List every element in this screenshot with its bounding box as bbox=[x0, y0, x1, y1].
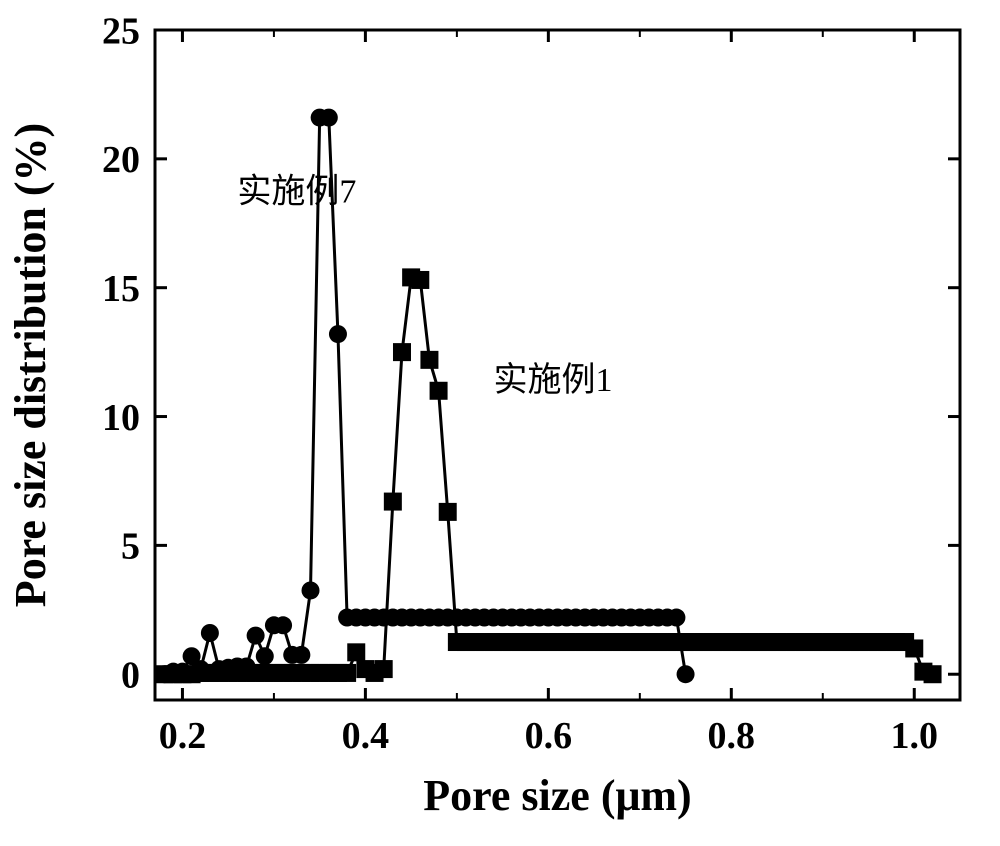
marker-circle bbox=[173, 663, 191, 681]
marker-square bbox=[439, 503, 457, 521]
marker-circle bbox=[274, 616, 292, 634]
marker-circle bbox=[237, 658, 255, 676]
marker-square bbox=[420, 351, 438, 369]
x-tick-label: 0.2 bbox=[159, 715, 207, 757]
pore-size-distribution-chart: 0.2 0.4 0.6 0.8 1.0 0 5 10 15 20 25 Pore size (μm) P… bbox=[0, 0, 1000, 846]
marker-square bbox=[924, 665, 942, 683]
marker-square bbox=[375, 660, 393, 678]
marker-circle bbox=[667, 609, 685, 627]
marker-circle bbox=[320, 109, 338, 127]
y-tick-label: 20 bbox=[102, 139, 140, 181]
marker-square bbox=[347, 643, 365, 661]
y-tick-label: 10 bbox=[102, 397, 140, 439]
x-tick-label: 1.0 bbox=[891, 715, 939, 757]
marker-circle bbox=[302, 581, 320, 599]
marker-square bbox=[384, 493, 402, 511]
marker-circle bbox=[201, 624, 219, 642]
x-axis-label: Pore size (μm) bbox=[423, 771, 691, 820]
marker-circle bbox=[247, 627, 265, 645]
marker-square bbox=[411, 271, 429, 289]
marker-circle bbox=[677, 665, 695, 683]
series-annotation-0: 实施例7 bbox=[237, 173, 356, 211]
marker-circle bbox=[256, 647, 274, 665]
series-annotation-1: 实施例1 bbox=[493, 361, 612, 399]
marker-square bbox=[338, 664, 356, 682]
y-tick-label: 25 bbox=[102, 10, 140, 52]
y-tick-label: 5 bbox=[121, 526, 140, 568]
marker-square bbox=[905, 639, 923, 657]
marker-circle bbox=[329, 325, 347, 343]
marker-circle bbox=[192, 660, 210, 678]
chart-container: 0.2 0.4 0.6 0.8 1.0 0 5 10 15 20 25 Pore size (μm) P… bbox=[0, 0, 1000, 846]
marker-square bbox=[393, 343, 411, 361]
y-tick-label: 15 bbox=[102, 268, 140, 310]
marker-square bbox=[430, 382, 448, 400]
y-axis-label: Pore size distribution (%) bbox=[6, 123, 55, 607]
x-tick-label: 0.6 bbox=[525, 715, 573, 757]
y-tick-label: 0 bbox=[121, 655, 140, 697]
x-tick-label: 0.4 bbox=[342, 715, 390, 757]
marker-circle bbox=[292, 646, 310, 664]
x-tick-label: 0.8 bbox=[708, 715, 756, 757]
